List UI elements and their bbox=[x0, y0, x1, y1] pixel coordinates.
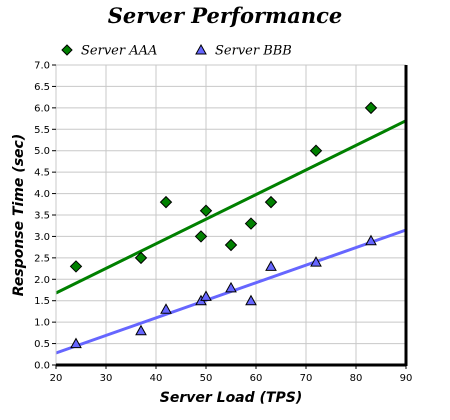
legend-label-server-aaa: Server AAA bbox=[81, 44, 157, 59]
data-point-server-bbb bbox=[265, 260, 277, 271]
data-point-server-aaa bbox=[224, 238, 238, 252]
data-point-server-bbb bbox=[70, 337, 82, 349]
x-axis-ticks: 20 30 40 50 60 70 80 90 bbox=[50, 365, 413, 384]
legend-marker-server-bbb bbox=[195, 43, 207, 55]
data-point-server-aaa bbox=[244, 217, 258, 230]
data-point-server-bbb bbox=[135, 324, 147, 336]
chart-title: Server Performance bbox=[108, 3, 343, 28]
x-tick-label: 30 bbox=[100, 373, 113, 384]
data-point-server-bbb bbox=[160, 303, 172, 314]
y-tick-label: 3.5 bbox=[34, 211, 50, 222]
data-point-server-bbb bbox=[365, 234, 377, 246]
x-tick-label: 80 bbox=[350, 373, 363, 384]
legend-marker-server-aaa bbox=[61, 44, 73, 56]
data-point-server-aaa bbox=[309, 144, 323, 157]
y-tick-label: 1.5 bbox=[34, 296, 50, 307]
x-tick-label: 60 bbox=[250, 373, 263, 384]
y-tick-label: 5.5 bbox=[34, 125, 50, 136]
y-tick-label: 3.0 bbox=[34, 232, 50, 243]
data-point-server-aaa bbox=[264, 195, 278, 209]
y-tick-label: 2.0 bbox=[34, 275, 50, 286]
y-tick-label: 6.5 bbox=[34, 82, 50, 93]
legend: Server AAA Server BBB bbox=[61, 43, 292, 59]
data-point-server-aaa bbox=[364, 101, 378, 115]
data-point-server-bbb bbox=[245, 294, 257, 306]
data-point-server-aaa bbox=[69, 260, 83, 273]
data-points bbox=[69, 101, 378, 349]
x-tick-label: 70 bbox=[300, 373, 313, 384]
data-point-server-aaa bbox=[194, 230, 208, 243]
data-point-server-aaa bbox=[134, 251, 148, 265]
y-tick-label: 7.0 bbox=[34, 61, 50, 72]
data-point-server-bbb bbox=[225, 281, 237, 293]
y-tick-label: 4.5 bbox=[34, 168, 50, 179]
y-tick-label: 0.5 bbox=[34, 339, 50, 350]
y-tick-label: 5.0 bbox=[34, 146, 50, 157]
data-point-server-aaa bbox=[199, 204, 213, 217]
data-point-server-bbb bbox=[200, 290, 212, 301]
legend-label-server-bbb: Server BBB bbox=[215, 44, 292, 59]
y-tick-label: 4.0 bbox=[34, 189, 50, 200]
y-tick-label: 6.0 bbox=[34, 103, 50, 114]
y-axis-ticks: 0.0 0.5 1.0 1.5 2.0 2.5 3.0 3.5 4.0 4.5 5.0 5.5 6.0 6… bbox=[34, 61, 56, 372]
x-tick-label: 40 bbox=[150, 373, 163, 384]
y-tick-label: 0.0 bbox=[34, 361, 50, 372]
y-tick-label: 2.5 bbox=[34, 253, 50, 264]
data-point-server-bbb bbox=[310, 256, 322, 267]
x-tick-label: 90 bbox=[400, 373, 413, 384]
data-point-server-aaa bbox=[159, 195, 173, 209]
trendline-server-aaa bbox=[55, 119, 407, 295]
y-axis-title: Response Time (sec) bbox=[11, 134, 27, 296]
y-tick-label: 1.0 bbox=[34, 318, 50, 329]
x-tick-label: 20 bbox=[50, 373, 63, 384]
x-axis-title: Server Load (TPS) bbox=[160, 390, 302, 406]
x-tick-label: 50 bbox=[200, 373, 213, 384]
